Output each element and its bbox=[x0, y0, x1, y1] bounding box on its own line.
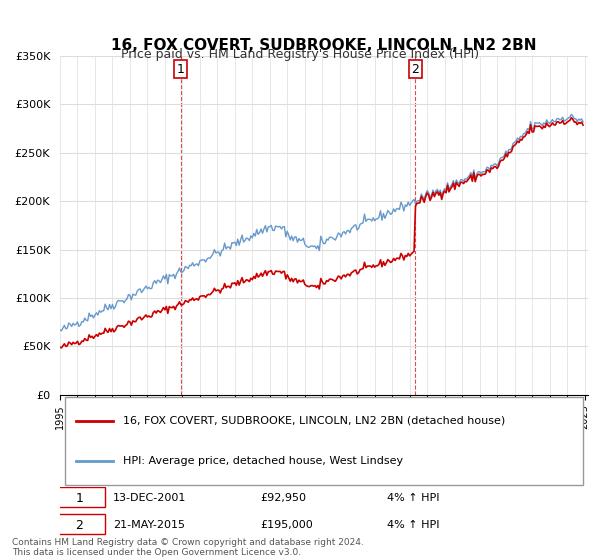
Text: 4% ↑ HPI: 4% ↑ HPI bbox=[388, 520, 440, 530]
Text: Contains HM Land Registry data © Crown copyright and database right 2024.
This d: Contains HM Land Registry data © Crown c… bbox=[12, 538, 364, 557]
Text: Price paid vs. HM Land Registry's House Price Index (HPI): Price paid vs. HM Land Registry's House … bbox=[121, 48, 479, 60]
Text: 16, FOX COVERT, SUDBROOKE, LINCOLN, LN2 2BN (detached house): 16, FOX COVERT, SUDBROOKE, LINCOLN, LN2 … bbox=[124, 416, 506, 426]
Text: 21-MAY-2015: 21-MAY-2015 bbox=[113, 520, 185, 530]
FancyBboxPatch shape bbox=[55, 487, 105, 507]
Text: 1: 1 bbox=[76, 492, 83, 505]
Text: £195,000: £195,000 bbox=[260, 520, 313, 530]
FancyBboxPatch shape bbox=[65, 396, 583, 486]
Text: 1: 1 bbox=[177, 63, 185, 76]
Text: 4% ↑ HPI: 4% ↑ HPI bbox=[388, 493, 440, 503]
Text: 13-DEC-2001: 13-DEC-2001 bbox=[113, 493, 186, 503]
Title: 16, FOX COVERT, SUDBROOKE, LINCOLN, LN2 2BN: 16, FOX COVERT, SUDBROOKE, LINCOLN, LN2 … bbox=[111, 39, 537, 53]
FancyBboxPatch shape bbox=[55, 514, 105, 534]
Text: 2: 2 bbox=[412, 63, 419, 76]
Text: HPI: Average price, detached house, West Lindsey: HPI: Average price, detached house, West… bbox=[124, 456, 403, 466]
Text: 2: 2 bbox=[76, 519, 83, 532]
Text: £92,950: £92,950 bbox=[260, 493, 307, 503]
